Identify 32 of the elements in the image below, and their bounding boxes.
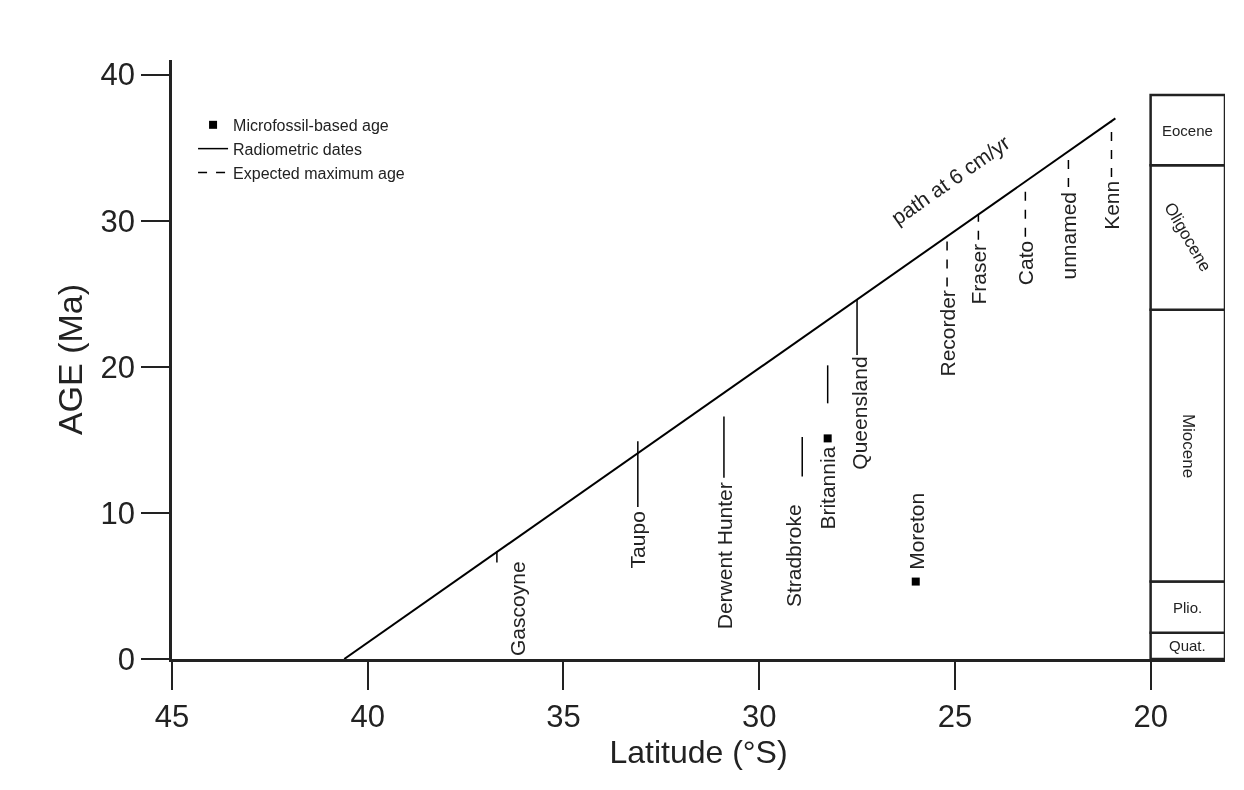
y-axis-title: AGE (Ma) bbox=[51, 283, 90, 436]
series-label: Plio. bbox=[1173, 599, 1203, 616]
annotation: Recorder bbox=[935, 290, 959, 377]
x-axis-title: Latitude (°S) bbox=[609, 733, 788, 770]
legend-label: Radiometric dates bbox=[233, 140, 363, 158]
x-tick-label: 40 bbox=[350, 698, 385, 734]
x-tick-label: 25 bbox=[937, 698, 973, 734]
x-tick-label: 20 bbox=[1133, 698, 1168, 734]
annotation: Cato bbox=[1013, 240, 1037, 286]
y-tick-label: 20 bbox=[100, 349, 136, 385]
legend-label: Microfossil-based age bbox=[233, 117, 389, 135]
x-tick-label: 45 bbox=[154, 698, 190, 734]
y-tick-label: 40 bbox=[100, 57, 136, 93]
y-tick-label: 10 bbox=[100, 495, 136, 531]
annotation: Taupo bbox=[626, 511, 650, 569]
annotation: Britannia bbox=[815, 446, 839, 530]
annotation: Moreton bbox=[904, 492, 928, 570]
annotation: Stradbroke bbox=[782, 504, 806, 608]
y-tick-label: 30 bbox=[100, 203, 136, 239]
series-label: Quat. bbox=[1169, 637, 1206, 654]
y-tick-label: 0 bbox=[117, 641, 136, 677]
annotation: unnamed bbox=[1057, 191, 1081, 280]
annotation: Kenn bbox=[1100, 180, 1124, 230]
annotation: Derwent Hunter bbox=[712, 482, 736, 630]
series-label: Miocene bbox=[1178, 413, 1198, 479]
annotation: Fraser bbox=[967, 243, 991, 305]
legend-label: Expected maximum age bbox=[233, 164, 405, 182]
x-tick-label: 30 bbox=[741, 698, 777, 734]
x-tick-label: 35 bbox=[546, 698, 581, 734]
series-label: Eocene bbox=[1162, 122, 1213, 139]
annotation: Gascoyne bbox=[505, 561, 529, 656]
annotation: Queensland bbox=[848, 356, 872, 470]
